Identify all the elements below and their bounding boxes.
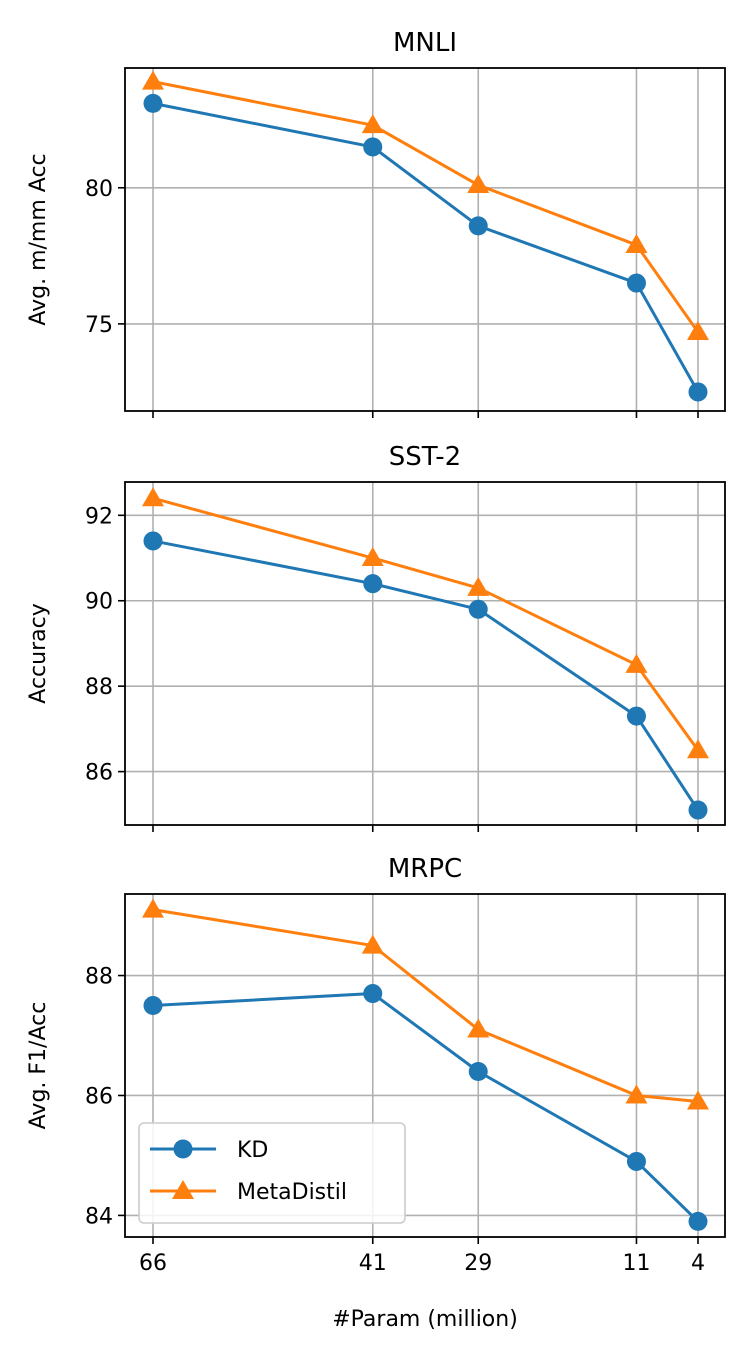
data-point-kd	[143, 93, 163, 113]
panel-sst-2: 86 88 90 92 SST-2 Accuracy	[26, 442, 726, 832]
panel-mnli: 75 80 MNLI Avg. m/mm Acc	[26, 28, 726, 418]
legend-label-metadistil: MetaDistil	[237, 1180, 347, 1205]
y-tick-label: 92	[85, 504, 113, 529]
data-point-kd	[143, 531, 163, 551]
data-point-kd	[626, 1151, 646, 1171]
data-point-kd	[468, 216, 488, 236]
y-tick-label: 86	[85, 761, 113, 786]
series-line-kd	[152, 101, 700, 393]
data-point-kd	[688, 800, 708, 820]
panel-mrpc: 66 41 29 11 4 84 86 88 MRPC Avg. F1/Acc	[26, 854, 726, 1276]
series-line-metadistil	[152, 496, 700, 752]
data-point-metadistil	[361, 547, 384, 567]
y-tick-label: 88	[85, 965, 113, 990]
series-line-metadistil	[152, 908, 699, 1103]
data-point-kd	[626, 706, 646, 726]
data-point-metadistil	[625, 1084, 648, 1104]
legend-label-kd: KD	[237, 1138, 268, 1163]
data-point-metadistil	[687, 739, 709, 759]
data-point-metadistil	[467, 174, 490, 194]
data-point-kd	[363, 574, 383, 594]
data-point-metadistil	[361, 114, 384, 134]
data-point-metadistil	[142, 487, 164, 507]
x-tick-label: 66	[139, 1251, 167, 1276]
legend-marker-metadistil	[172, 1180, 194, 1199]
chart-title: MNLI	[393, 28, 457, 58]
x-tick-label: 4	[691, 1251, 705, 1276]
legend-marker-kd	[173, 1139, 193, 1159]
data-point-metadistil	[625, 233, 648, 253]
y-tick-label: 84	[85, 1204, 113, 1229]
y-tick-label: 80	[85, 177, 113, 202]
chart-title: MRPC	[388, 854, 462, 884]
x-tick-label: 11	[622, 1251, 650, 1276]
series-line-kd	[152, 539, 700, 811]
y-axis-label: Avg. F1/Acc	[26, 1002, 51, 1130]
data-point-metadistil	[142, 70, 164, 90]
data-point-metadistil	[467, 1018, 490, 1038]
x-tick-label: 41	[359, 1251, 387, 1276]
data-point-kd	[688, 1211, 708, 1231]
x-axis-label: #Param (million)	[332, 1307, 518, 1332]
legend-box	[138, 1122, 406, 1224]
data-point-kd	[688, 382, 708, 402]
data-point-metadistil	[625, 653, 648, 673]
data-point-kd	[363, 137, 383, 157]
axes-frame	[124, 481, 726, 826]
data-point-metadistil	[142, 898, 164, 918]
axes-frame	[124, 893, 726, 1238]
y-tick-label: 88	[85, 675, 113, 700]
legend: KD MetaDistil	[138, 1122, 406, 1224]
data-point-kd	[468, 599, 488, 619]
y-tick-label: 90	[85, 590, 113, 615]
data-point-metadistil	[687, 321, 709, 341]
data-point-kd	[143, 996, 163, 1016]
data-point-kd	[468, 1061, 488, 1081]
data-point-kd	[626, 273, 646, 293]
data-point-metadistil	[467, 576, 490, 596]
x-tick-label: 29	[464, 1251, 492, 1276]
axes-frame	[124, 67, 726, 412]
data-point-metadistil	[361, 934, 384, 954]
y-axis-label: Avg. m/mm Acc	[26, 153, 51, 325]
chart-title: SST-2	[389, 442, 461, 472]
y-tick-label: 86	[85, 1084, 113, 1109]
y-tick-label: 75	[85, 313, 113, 338]
data-point-metadistil	[687, 1090, 709, 1110]
data-point-kd	[363, 984, 383, 1004]
y-axis-label: Accuracy	[26, 603, 51, 703]
